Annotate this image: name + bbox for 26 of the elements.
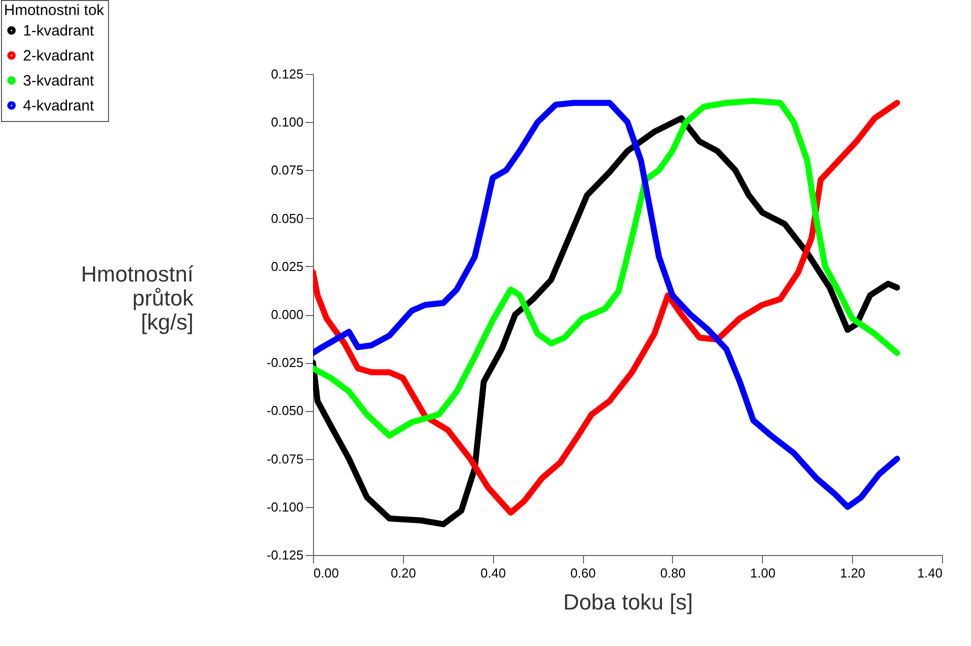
x-tick-label: 1.40 (917, 566, 942, 580)
legend-label: 2-kvadrant (23, 48, 95, 64)
y-tick-label: 0.000 (270, 307, 304, 322)
x-tick-label: 0.20 (390, 566, 416, 580)
y-tick-label: -0.125 (266, 548, 304, 562)
x-tick-label: 1.20 (840, 566, 866, 580)
x-tick-label: 0.60 (570, 566, 596, 580)
x-tick-label: 1.00 (750, 566, 776, 580)
legend-label: 4-kvadrant (23, 98, 95, 114)
y-tick-label: 0.050 (270, 210, 304, 226)
legend-label: 1-kvadrant (23, 22, 95, 40)
y-tick-label: 0.100 (270, 114, 304, 130)
y-tick-label: -0.050 (266, 403, 304, 418)
y-tick-label: -0.075 (266, 451, 304, 466)
x-tick-label: 0.40 (480, 566, 506, 580)
x-tick-label: 0.80 (660, 566, 686, 580)
legend-label: 3-kvadrant (23, 72, 95, 90)
y-tick-label: -0.100 (266, 499, 304, 514)
x-axis-title: Doba toku [s] (563, 590, 693, 614)
y-tick-label: -0.025 (266, 355, 304, 370)
y-tick-label: 0.025 (270, 258, 304, 274)
y-axis-title: Hmotnostní průtok [kg/s] (81, 262, 194, 334)
legend-title: Hmotnostni tok (4, 2, 105, 19)
x-tick-label: 0.00 (314, 566, 339, 580)
y-tick-label: 0.125 (270, 66, 304, 82)
y-tick-label: 0.075 (270, 162, 304, 178)
